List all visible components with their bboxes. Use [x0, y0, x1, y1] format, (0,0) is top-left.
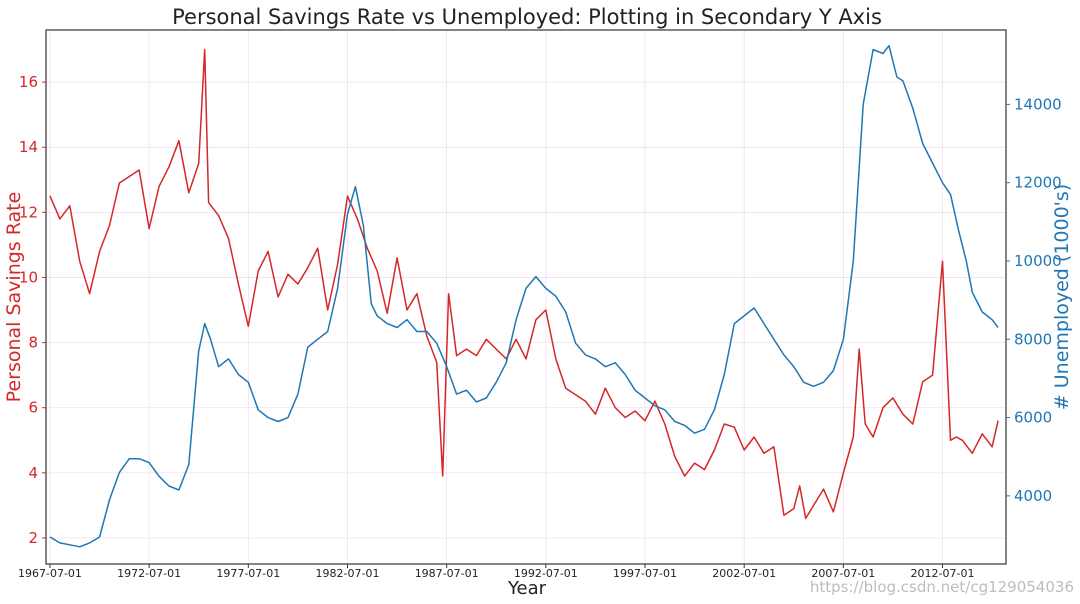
left-tick-label: 8	[28, 334, 38, 352]
right-axis-ticks: 4000 6000 8000 10000 12000 14000	[1006, 95, 1062, 505]
series-lines	[49, 44, 999, 548]
x-tick-label: 1987-07-01	[415, 567, 479, 580]
left-axis-ticks: 2 4 6 8 10 12 14 16	[19, 73, 46, 547]
left-tick-label: 4	[28, 464, 38, 482]
series-line-psavert	[49, 48, 999, 520]
x-axis-label: Year	[507, 578, 547, 599]
x-tick-label: 1972-07-01	[117, 567, 181, 580]
left-tick-label: 10	[19, 268, 38, 286]
grid	[46, 30, 1006, 564]
left-axis-label: Personal Savings Rate	[3, 192, 25, 403]
watermark-text: https://blog.csdn.net/cg129054036	[810, 578, 1074, 596]
right-tick-label: 8000	[1014, 330, 1052, 348]
x-tick-label: 1982-07-01	[316, 567, 380, 580]
left-tick-label: 16	[19, 73, 38, 91]
chart-title: Personal Savings Rate vs Unemployed: Plo…	[172, 5, 882, 29]
x-tick-label: 1992-07-01	[514, 567, 578, 580]
right-tick-label: 4000	[1014, 487, 1052, 505]
x-axis-ticks: 1967-07-01 1972-07-01 1977-07-01 1982-07-01…	[18, 564, 974, 580]
x-tick-label: 2012-07-01	[911, 567, 975, 580]
right-tick-label: 10000	[1014, 252, 1062, 270]
x-tick-label: 1997-07-01	[613, 567, 677, 580]
left-tick-label: 12	[19, 203, 38, 221]
x-tick-label: 1977-07-01	[216, 567, 280, 580]
left-tick-label: 14	[19, 138, 38, 156]
left-tick-label: 2	[28, 529, 38, 547]
x-tick-label: 2002-07-01	[712, 567, 776, 580]
left-tick-label: 6	[28, 399, 38, 417]
x-tick-label: 2007-07-01	[811, 567, 875, 580]
right-tick-label: 14000	[1014, 95, 1062, 113]
right-tick-label: 12000	[1014, 174, 1062, 192]
series-line-unemploy	[49, 44, 999, 548]
x-tick-label: 1967-07-01	[18, 567, 82, 580]
right-tick-label: 6000	[1014, 409, 1052, 427]
plot-frame	[45, 29, 1007, 565]
right-axis-label: # Unemployed (1000's)	[1051, 184, 1073, 410]
